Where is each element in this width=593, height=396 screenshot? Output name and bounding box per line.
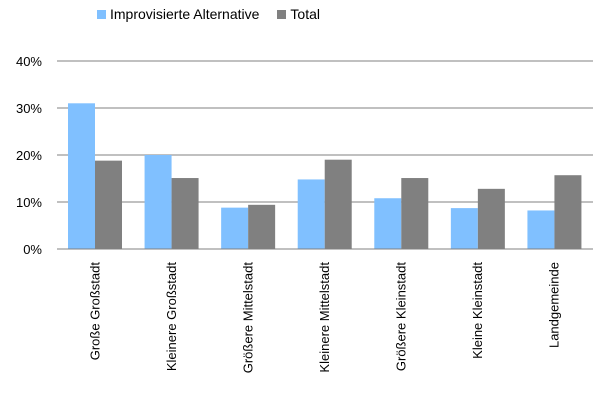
bar-improvisierte-5: [450, 208, 478, 249]
bar-total-6: [554, 175, 582, 249]
bar-total-5: [477, 188, 505, 249]
bar-total-4: [401, 178, 429, 249]
legend-swatch-improvisierte: [97, 9, 106, 19]
y-tick-label-3: 30%: [16, 101, 42, 116]
legend-swatch-total: [277, 9, 287, 19]
legend: Improvisierte Alternative Total: [97, 6, 338, 22]
y-tick-label-0: 0%: [23, 242, 42, 257]
legend-label-improvisierte: Improvisierte Alternative: [110, 6, 260, 22]
x-tick-label-3: Kleinere Mittelstadt: [317, 262, 332, 373]
legend-label-total: Total: [290, 6, 320, 22]
bar-total-2: [248, 204, 276, 249]
y-tick-label-2: 20%: [16, 148, 42, 163]
bar-improvisierte-6: [527, 210, 555, 249]
y-tick-label-1: 10%: [16, 195, 42, 210]
bar-improvisierte-0: [68, 103, 95, 249]
x-tick-label-6: Landgemeinde: [547, 262, 562, 348]
bar-total-3: [324, 159, 352, 249]
bar-improvisierte-4: [374, 198, 402, 249]
x-tick-label-2: Größere Mittelstadt: [240, 262, 255, 374]
bar-improvisierte-1: [144, 155, 172, 249]
bar-improvisierte-2: [221, 207, 249, 249]
bar-improvisierte-3: [297, 179, 325, 249]
x-tick-label-4: Größere Kleinstadt: [394, 262, 409, 371]
x-tick-label-0: Große Großstadt: [87, 262, 102, 361]
y-tick-label-4: 40%: [16, 54, 42, 69]
legend-item-improvisierte: Improvisierte Alternative: [97, 6, 259, 22]
x-tick-label-1: Kleinere Großstadt: [164, 262, 179, 371]
x-tick-label-5: Kleine Kleinstadt: [470, 262, 485, 359]
bar-total-0: [95, 160, 122, 249]
bar-total-1: [171, 178, 199, 249]
legend-item-total: Total: [277, 6, 320, 22]
